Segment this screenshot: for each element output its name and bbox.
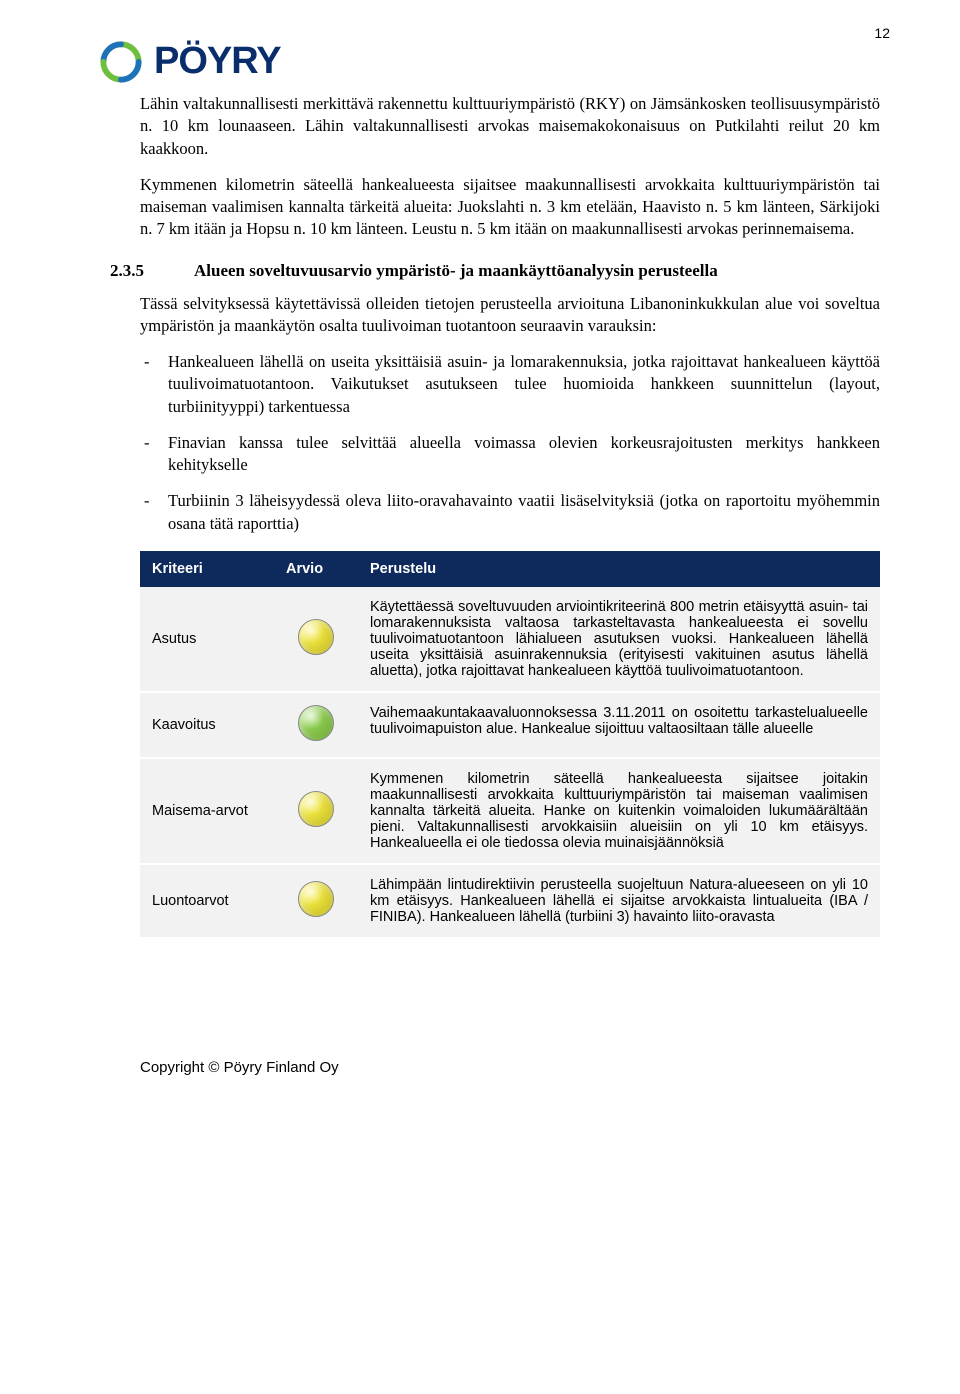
cell-perustelu: Kymmenen kilometrin säteellä hankealuees… [358,758,880,864]
logo-text: PÖYRY [154,40,281,83]
section-title: Alueen soveltuvuusarvio ympäristö- ja ma… [194,261,718,281]
cell-perustelu: Vaihemaakuntakaavaluonnoksessa 3.11.2011… [358,692,880,758]
criteria-table: Kriteeri Arvio Perustelu Asutus Käytettäe… [140,551,880,939]
poyry-logo-icon [100,41,142,83]
bullet-item: Turbiinin 3 läheisyydessä oleva liito-or… [140,490,880,535]
cell-arvio [274,692,358,758]
section-number: 2.3.5 [110,261,160,281]
cell-kriteeri: Maisema-arvot [140,758,274,864]
section-heading: 2.3.5 Alueen soveltuvuusarvio ympäristö-… [110,261,880,281]
table-row: Asutus Käytettäessä soveltuvuuden arvioin… [140,587,880,692]
table-row: Luontoarvot Lähimpään lintudirektiivin pe… [140,864,880,938]
cell-arvio [274,864,358,938]
intro-paragraph-1: Lähin valtakunnallisesti merkittävä rake… [140,93,880,160]
col-header-arvio: Arvio [274,551,358,587]
table-row: Kaavoitus Vaihemaakuntakaavaluonnoksessa … [140,692,880,758]
page-number: 12 [874,25,890,41]
cell-kriteeri: Asutus [140,587,274,692]
cell-perustelu: Käytettäessä soveltuvuuden arviointikrit… [358,587,880,692]
rating-dot-icon [298,791,334,827]
table-row: Maisema-arvot Kymmenen kilometrin säteell… [140,758,880,864]
cell-arvio [274,758,358,864]
section-intro: Tässä selvityksessä käytettävissä olleid… [140,293,880,338]
rating-dot-icon [298,705,334,741]
col-header-kriteeri: Kriteeri [140,551,274,587]
bullet-item: Hankealueen lähellä on useita yksittäisi… [140,351,880,418]
cell-kriteeri: Kaavoitus [140,692,274,758]
intro-paragraph-2: Kymmenen kilometrin säteellä hankealuees… [140,174,880,241]
cell-perustelu: Lähimpään lintudirektiivin perusteella s… [358,864,880,938]
rating-dot-icon [298,881,334,917]
bullet-list: Hankealueen lähellä on useita yksittäisi… [140,351,880,535]
col-header-perustelu: Perustelu [358,551,880,587]
bullet-item: Finavian kanssa tulee selvittää alueella… [140,432,880,477]
logo: PÖYRY [100,40,890,83]
rating-dot-icon [298,619,334,655]
cell-kriteeri: Luontoarvot [140,864,274,938]
footer-copyright: Copyright © Pöyry Finland Oy [100,1059,890,1076]
cell-arvio [274,587,358,692]
